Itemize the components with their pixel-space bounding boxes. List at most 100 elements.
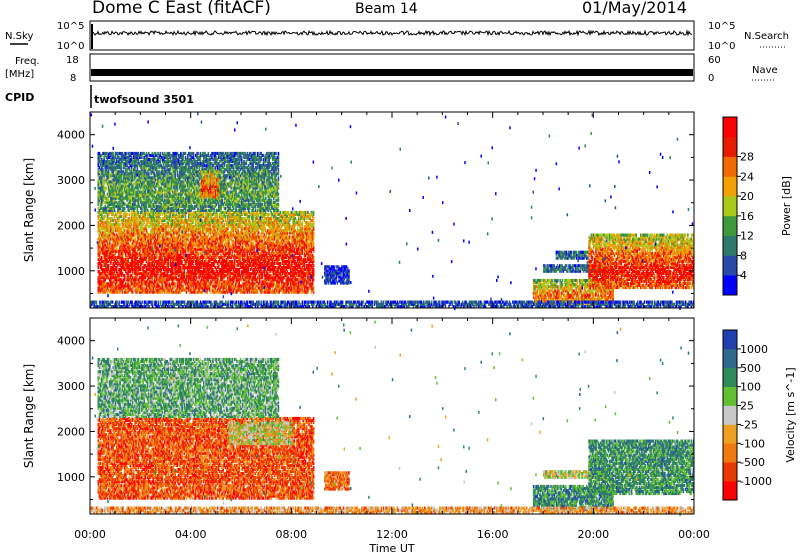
data-cell [204,239,206,243]
data-cell [120,239,123,243]
data-cell [112,272,114,276]
data-cell [190,280,192,284]
data-cell [172,261,174,266]
data-cell [159,231,161,235]
data-cell [110,247,112,251]
data-cell [192,257,195,261]
data-cell [118,251,120,255]
data-cell [129,237,132,241]
data-cell [115,270,118,274]
data-cell [107,243,110,247]
data-cell [183,270,185,274]
data-cell [113,290,116,294]
data-cell [114,251,117,255]
data-cell [138,280,141,284]
data-cell [169,223,172,227]
data-cell [201,214,204,219]
data-cell [206,255,208,259]
data-cell [207,272,210,276]
data-cell [191,255,194,259]
data-cell [206,253,208,257]
data-cell [115,239,118,243]
data-cell [178,214,181,219]
freq-strip [89,53,695,82]
data-cell [160,272,163,276]
data-cell [99,263,102,268]
data-cell [119,237,121,241]
data-cell [98,253,101,257]
data-cell [112,274,114,278]
data-cell [131,251,134,255]
data-cell [141,255,143,259]
data-cell [209,245,212,249]
data-cell [188,235,190,239]
data-cell [183,239,185,243]
data-cell [138,251,141,255]
data-cell [146,214,149,219]
data-cell [151,227,153,231]
data-cell [199,227,202,231]
data-cell [176,257,179,261]
data-cell [145,280,148,284]
data-cell [118,231,120,235]
data-cell [205,217,207,221]
data-cell [129,233,132,237]
data-cell [176,261,179,266]
data-cell [135,272,137,276]
data-cell [125,249,127,253]
data-cell [120,286,123,290]
data-cell [208,237,211,241]
data-cell [204,282,206,286]
data-cell [164,286,166,290]
data-cell [194,239,197,243]
data-cell [206,212,208,217]
data-cell [98,282,101,286]
data-cell [143,253,145,257]
data-cell [103,276,105,280]
data-cell [137,223,140,227]
data-cell [177,212,180,217]
data-cell [161,223,164,227]
data-cell [176,233,179,237]
data-cell [173,231,175,235]
data-cell [127,251,129,255]
data-cell [200,290,203,294]
data-cell [206,221,208,225]
data-cell [154,210,157,215]
data-cell [170,233,173,237]
data-cell [207,274,210,278]
data-cell [99,210,102,215]
data-cell [194,274,197,278]
data-cell [189,210,191,215]
data-cell [190,239,192,243]
data-cell [166,257,168,261]
data-cell [237,229,239,233]
data-cell [167,223,169,227]
data-cell [172,237,174,241]
data-cell [151,272,153,276]
data-cell [109,233,111,237]
data-cell [110,217,112,221]
data-cell [189,278,191,282]
data-cell [207,247,210,251]
data-cell [172,253,174,257]
data-cell [183,219,185,223]
data-cell [206,249,208,253]
data-cell [112,229,114,233]
data-cell [194,284,197,288]
data-cell [111,282,113,286]
data-cell [192,225,195,229]
data-cell [111,212,113,217]
data-cell [147,241,150,245]
data-cell [158,212,160,217]
data-cell [204,225,206,229]
data-cell [198,225,200,229]
data-cell [153,253,156,257]
data-cell [120,268,123,272]
data-cell [145,210,148,215]
data-cell [191,290,194,294]
data-cell [150,274,152,278]
data-cell [103,237,105,241]
data-cell [206,229,208,233]
